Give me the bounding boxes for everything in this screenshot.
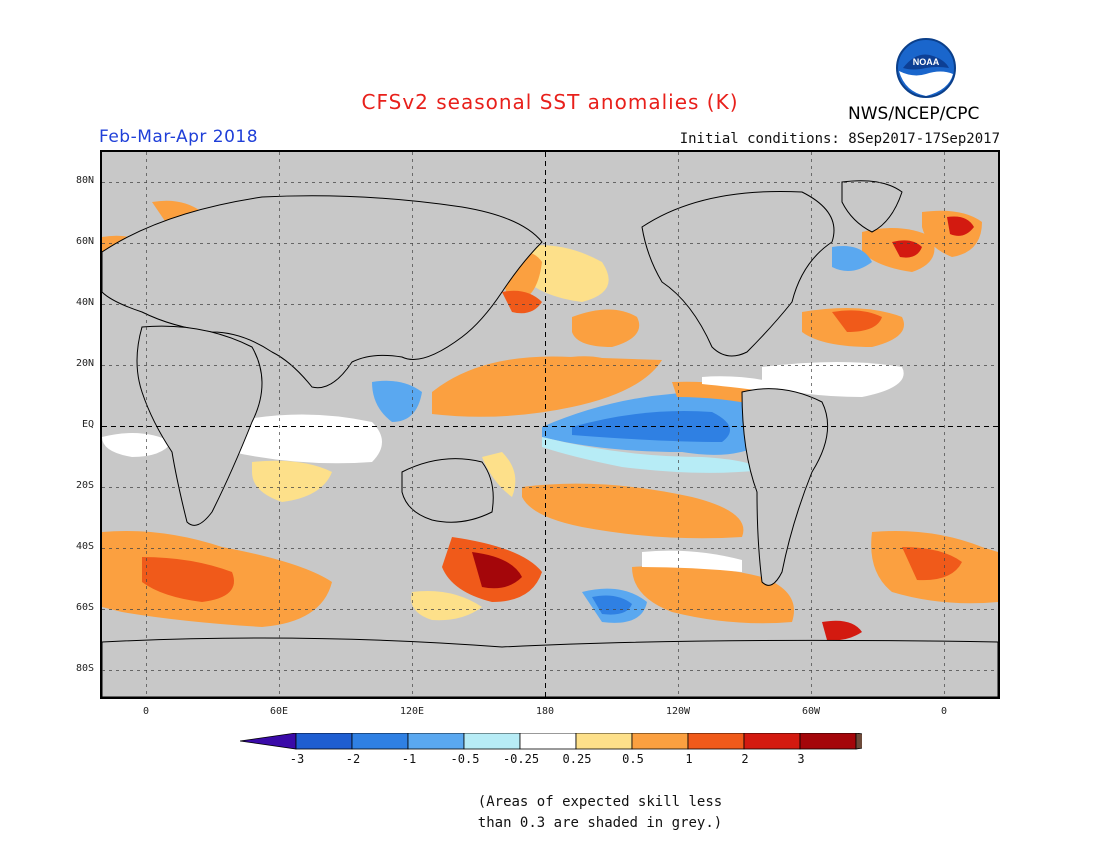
agency-label: NWS/NCEP/CPC — [848, 104, 980, 124]
colorbar-label-neg2: -2 — [345, 752, 361, 766]
colorbar-label-05: 0.5 — [622, 752, 644, 766]
graticule — [102, 152, 998, 697]
lon-label-60w: 60W — [801, 706, 821, 717]
lon-label-120e: 120E — [399, 706, 425, 717]
colorbar-label-025: 0.25 — [562, 752, 592, 766]
colorbar-segment-over — [855, 732, 913, 750]
lon-label-180: 180 — [535, 706, 555, 717]
anomaly-warm-south-pacific — [522, 483, 744, 539]
skill-footnote-line2: than 0.3 are shaded in grey.) — [477, 815, 723, 831]
colorbar-label-neg3: -3 — [289, 752, 305, 766]
antarctica — [102, 637, 998, 697]
lat-label-eq: EQ — [81, 419, 94, 430]
colorbar-segment — [463, 732, 521, 750]
colorbar-segment — [519, 732, 577, 750]
australia — [401, 458, 494, 523]
lat-label-40n: 40N — [75, 297, 94, 308]
lat-label-20s: 20S — [75, 480, 94, 491]
colorbar-segment — [687, 732, 745, 750]
initial-conditions: Initial conditions: 8Sep2017-17Sep2017 — [679, 131, 1000, 147]
forecast-period: Feb-Mar-Apr 2018 — [99, 127, 259, 147]
sst-anomaly-map — [100, 150, 1000, 699]
greenland — [841, 180, 903, 233]
colorbar-label-neg025: -0.25 — [502, 752, 540, 766]
map-canvas — [102, 152, 998, 697]
lon-label-0-east: 0 — [940, 706, 948, 717]
skill-footnote: (Areas of expected skill less than 0.3 a… — [470, 792, 730, 834]
anomaly-neutral-indian-ocean — [232, 414, 382, 464]
lon-label-120w: 120W — [665, 706, 691, 717]
anomaly-warm-northeast-pacific — [572, 309, 640, 347]
lat-label-40s: 40S — [75, 541, 94, 552]
colorbar-label-neg05: -0.5 — [450, 752, 480, 766]
colorbar-label-3: 3 — [797, 752, 805, 766]
colorbar-segment — [743, 732, 801, 750]
south-america — [741, 388, 829, 586]
north-america — [641, 190, 835, 357]
lat-label-20n: 20N — [75, 358, 94, 369]
map-title: CFSv2 seasonal SST anomalies (K) — [361, 90, 739, 114]
africa — [136, 325, 263, 526]
colorbar-segment — [575, 732, 633, 750]
lat-label-80s: 80S — [75, 663, 94, 674]
colorbar-svg — [239, 732, 913, 750]
colorbar-segment — [407, 732, 465, 750]
colorbar-label-neg1: -1 — [401, 752, 417, 766]
lat-label-60s: 60S — [75, 602, 94, 613]
noaa-logo-text: NOAA — [913, 57, 940, 67]
skill-footnote-line1: (Areas of expected skill less — [477, 794, 723, 810]
lat-label-80n: 80N — [75, 175, 94, 186]
lon-label-60e: 60E — [269, 706, 289, 717]
colorbar-label-1: 1 — [685, 752, 693, 766]
colorbar-segment-under — [239, 732, 297, 750]
colorbar-label-2: 2 — [741, 752, 749, 766]
colorbar-segment — [799, 732, 857, 750]
lon-label-0: 0 — [142, 706, 150, 717]
noaa-logo: NOAA — [893, 38, 959, 102]
colorbar-segment — [295, 732, 353, 750]
lat-label-60n: 60N — [75, 236, 94, 247]
colorbar-segment — [351, 732, 409, 750]
colorbar-segment — [631, 732, 689, 750]
